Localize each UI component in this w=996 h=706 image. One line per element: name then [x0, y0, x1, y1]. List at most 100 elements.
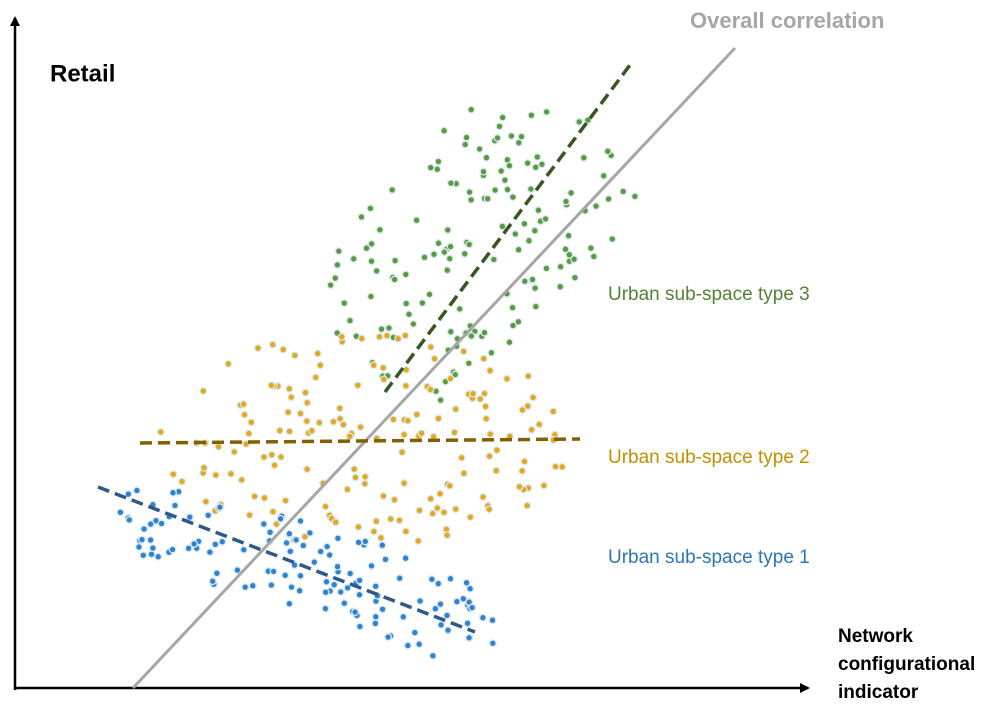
- point: [269, 567, 278, 576]
- point: [336, 414, 345, 423]
- point: [285, 427, 294, 436]
- point: [311, 373, 320, 382]
- point: [517, 132, 526, 141]
- point: [409, 320, 418, 328]
- point: [296, 571, 305, 580]
- point: [434, 414, 443, 423]
- point: [491, 186, 500, 195]
- point: [416, 597, 425, 605]
- point: [378, 605, 387, 614]
- point: [351, 608, 360, 617]
- point: [469, 389, 478, 398]
- point: [462, 578, 471, 587]
- type3-trend-line: [383, 63, 632, 394]
- point: [565, 250, 574, 259]
- point: [395, 574, 404, 583]
- point: [457, 453, 466, 462]
- point: [467, 332, 476, 340]
- point: [230, 447, 239, 456]
- point: [446, 179, 455, 188]
- point: [303, 465, 312, 474]
- point: [146, 520, 155, 529]
- point: [426, 163, 435, 172]
- point: [526, 185, 535, 193]
- point: [321, 588, 330, 597]
- point: [446, 574, 455, 583]
- point: [520, 277, 529, 286]
- point: [146, 536, 155, 544]
- point: [321, 604, 330, 613]
- point: [443, 531, 452, 540]
- point: [204, 511, 213, 520]
- point: [208, 577, 217, 586]
- point: [524, 372, 533, 381]
- point: [508, 193, 517, 202]
- point: [530, 226, 539, 235]
- point: [520, 457, 529, 466]
- point: [412, 410, 421, 419]
- group-label: Urban sub-space type 3: [608, 284, 810, 305]
- point: [428, 651, 437, 660]
- point: [427, 575, 436, 584]
- point: [169, 470, 178, 479]
- point: [369, 527, 378, 536]
- point: [237, 475, 246, 484]
- point: [503, 185, 512, 194]
- point: [156, 428, 165, 436]
- point: [482, 153, 491, 162]
- point: [267, 450, 276, 459]
- point: [292, 535, 301, 544]
- point: [326, 281, 335, 290]
- point: [334, 247, 343, 256]
- point: [305, 528, 314, 537]
- point: [476, 395, 485, 403]
- point: [340, 299, 349, 308]
- point: [436, 396, 445, 405]
- point: [399, 612, 408, 621]
- point: [302, 417, 311, 426]
- point: [431, 604, 440, 613]
- point: [531, 163, 540, 172]
- point: [400, 479, 409, 488]
- point: [434, 579, 443, 588]
- point: [450, 428, 459, 437]
- point: [619, 187, 628, 196]
- point: [390, 275, 399, 284]
- point: [247, 418, 256, 427]
- point: [354, 538, 363, 547]
- point: [505, 161, 514, 170]
- point: [405, 310, 413, 319]
- point: [445, 481, 454, 490]
- point: [485, 452, 494, 461]
- point: [537, 160, 546, 169]
- point: [375, 332, 384, 341]
- point: [331, 274, 340, 283]
- point: [531, 284, 540, 293]
- point: [502, 374, 511, 383]
- point: [135, 543, 143, 551]
- point: [528, 275, 537, 284]
- point: [467, 105, 476, 114]
- point: [154, 552, 163, 561]
- point: [400, 430, 409, 439]
- point: [361, 537, 370, 546]
- point: [459, 594, 468, 603]
- point: [391, 256, 400, 265]
- point: [493, 133, 502, 142]
- point: [375, 225, 384, 234]
- point: [287, 583, 296, 592]
- point: [349, 254, 358, 263]
- point: [434, 239, 443, 248]
- point: [492, 446, 501, 455]
- point: [446, 242, 455, 251]
- point: [430, 250, 438, 259]
- point: [345, 432, 354, 441]
- point: [542, 107, 551, 116]
- point: [171, 501, 179, 510]
- point: [527, 425, 536, 434]
- point: [307, 426, 316, 435]
- point: [124, 490, 133, 499]
- point: [205, 548, 214, 557]
- point: [147, 550, 156, 559]
- point: [541, 214, 550, 223]
